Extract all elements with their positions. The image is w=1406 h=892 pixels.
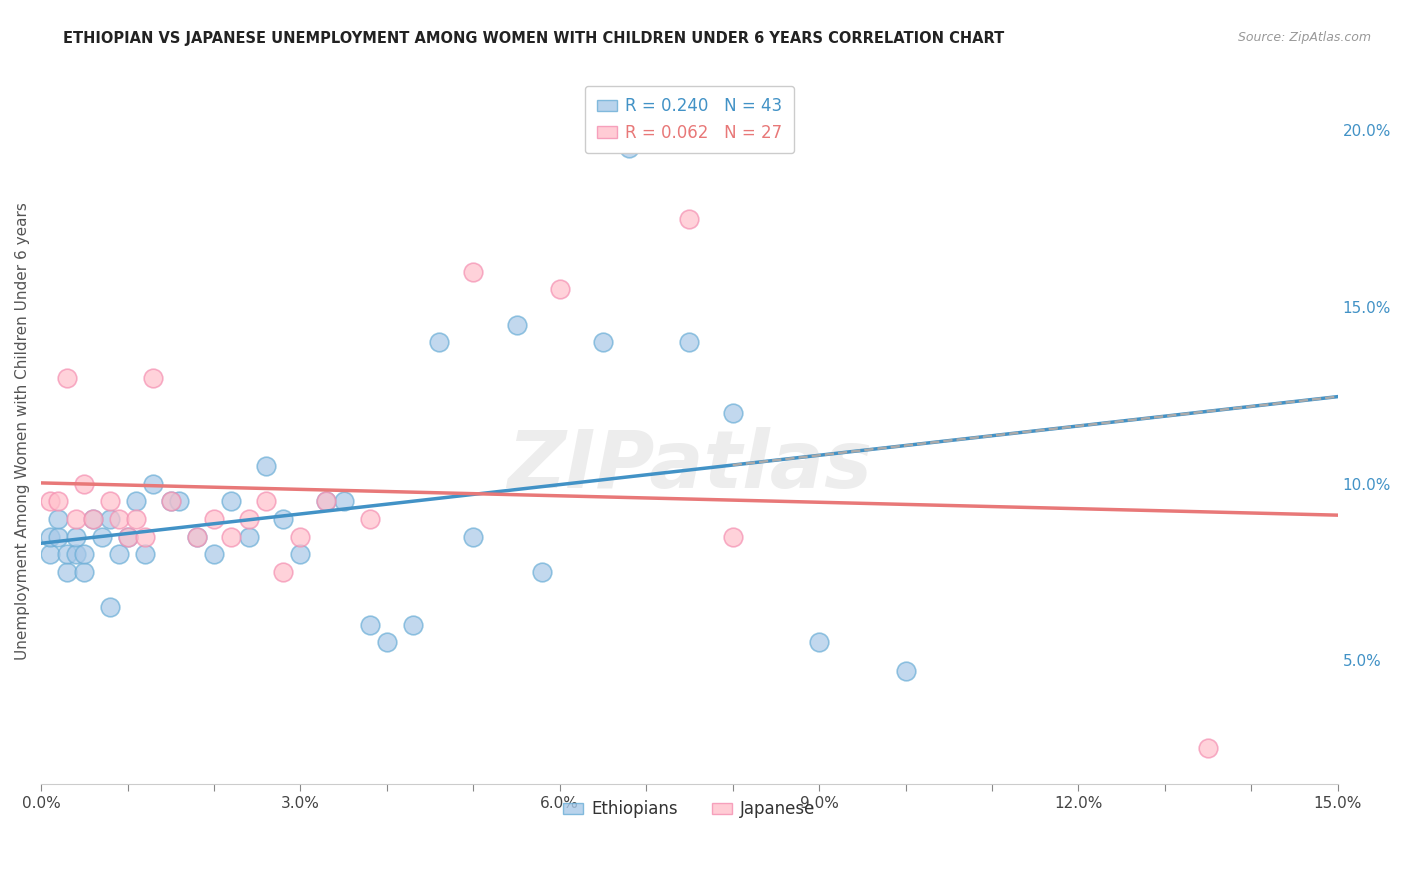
Point [159, 494, 181, 508]
Point [56, 370, 79, 384]
Point [290, 547, 312, 561]
Point [56, 565, 79, 579]
Point [98, 600, 121, 615]
Point [38, 547, 60, 561]
Point [721, 529, 744, 543]
Point [90, 529, 112, 543]
Point [678, 211, 700, 226]
Point [332, 494, 354, 508]
Point [617, 141, 640, 155]
Point [592, 335, 614, 350]
Point [134, 547, 156, 561]
Point [65, 512, 87, 526]
Point [271, 565, 294, 579]
Point [65, 547, 87, 561]
Y-axis label: Unemployment Among Women with Children Under 6 years: Unemployment Among Women with Children U… [15, 202, 30, 659]
Point [219, 494, 242, 508]
Point [134, 529, 156, 543]
Point [290, 529, 312, 543]
Point [73, 476, 96, 491]
Point [202, 512, 225, 526]
Text: ZIPatlas: ZIPatlas [508, 427, 872, 505]
Point [531, 565, 554, 579]
Point [82, 512, 104, 526]
Point [73, 547, 96, 561]
Point [38, 494, 60, 508]
Point [505, 318, 527, 332]
Point [142, 476, 165, 491]
Point [169, 494, 191, 508]
Point [219, 529, 242, 543]
Point [186, 529, 208, 543]
Point [894, 664, 917, 678]
Point [238, 512, 260, 526]
Point [254, 458, 277, 473]
Point [254, 494, 277, 508]
Point [186, 529, 208, 543]
Point [73, 565, 96, 579]
Point [1197, 741, 1219, 756]
Point [359, 617, 381, 632]
Point [202, 547, 225, 561]
Point [108, 547, 131, 561]
Point [721, 406, 744, 420]
Legend: Ethiopians, Japanese: Ethiopians, Japanese [557, 794, 823, 825]
Point [56, 547, 79, 561]
Point [98, 512, 121, 526]
Point [678, 335, 700, 350]
Point [48, 529, 70, 543]
Point [315, 494, 337, 508]
Point [117, 529, 139, 543]
Point [98, 494, 121, 508]
Point [125, 512, 148, 526]
Point [463, 265, 485, 279]
Point [125, 494, 148, 508]
Point [359, 512, 381, 526]
Point [271, 512, 294, 526]
Point [142, 370, 165, 384]
Point [82, 512, 104, 526]
Point [65, 529, 87, 543]
Point [108, 512, 131, 526]
Point [402, 617, 425, 632]
Point [808, 635, 831, 649]
Point [38, 529, 60, 543]
Point [427, 335, 450, 350]
Point [159, 494, 181, 508]
Point [463, 529, 485, 543]
Point [548, 282, 571, 296]
Point [315, 494, 337, 508]
Point [48, 494, 70, 508]
Point [48, 512, 70, 526]
Text: ETHIOPIAN VS JAPANESE UNEMPLOYMENT AMONG WOMEN WITH CHILDREN UNDER 6 YEARS CORRE: ETHIOPIAN VS JAPANESE UNEMPLOYMENT AMONG… [63, 31, 1004, 46]
Point [117, 529, 139, 543]
Text: Source: ZipAtlas.com: Source: ZipAtlas.com [1237, 31, 1371, 45]
Point [238, 529, 260, 543]
Point [375, 635, 398, 649]
